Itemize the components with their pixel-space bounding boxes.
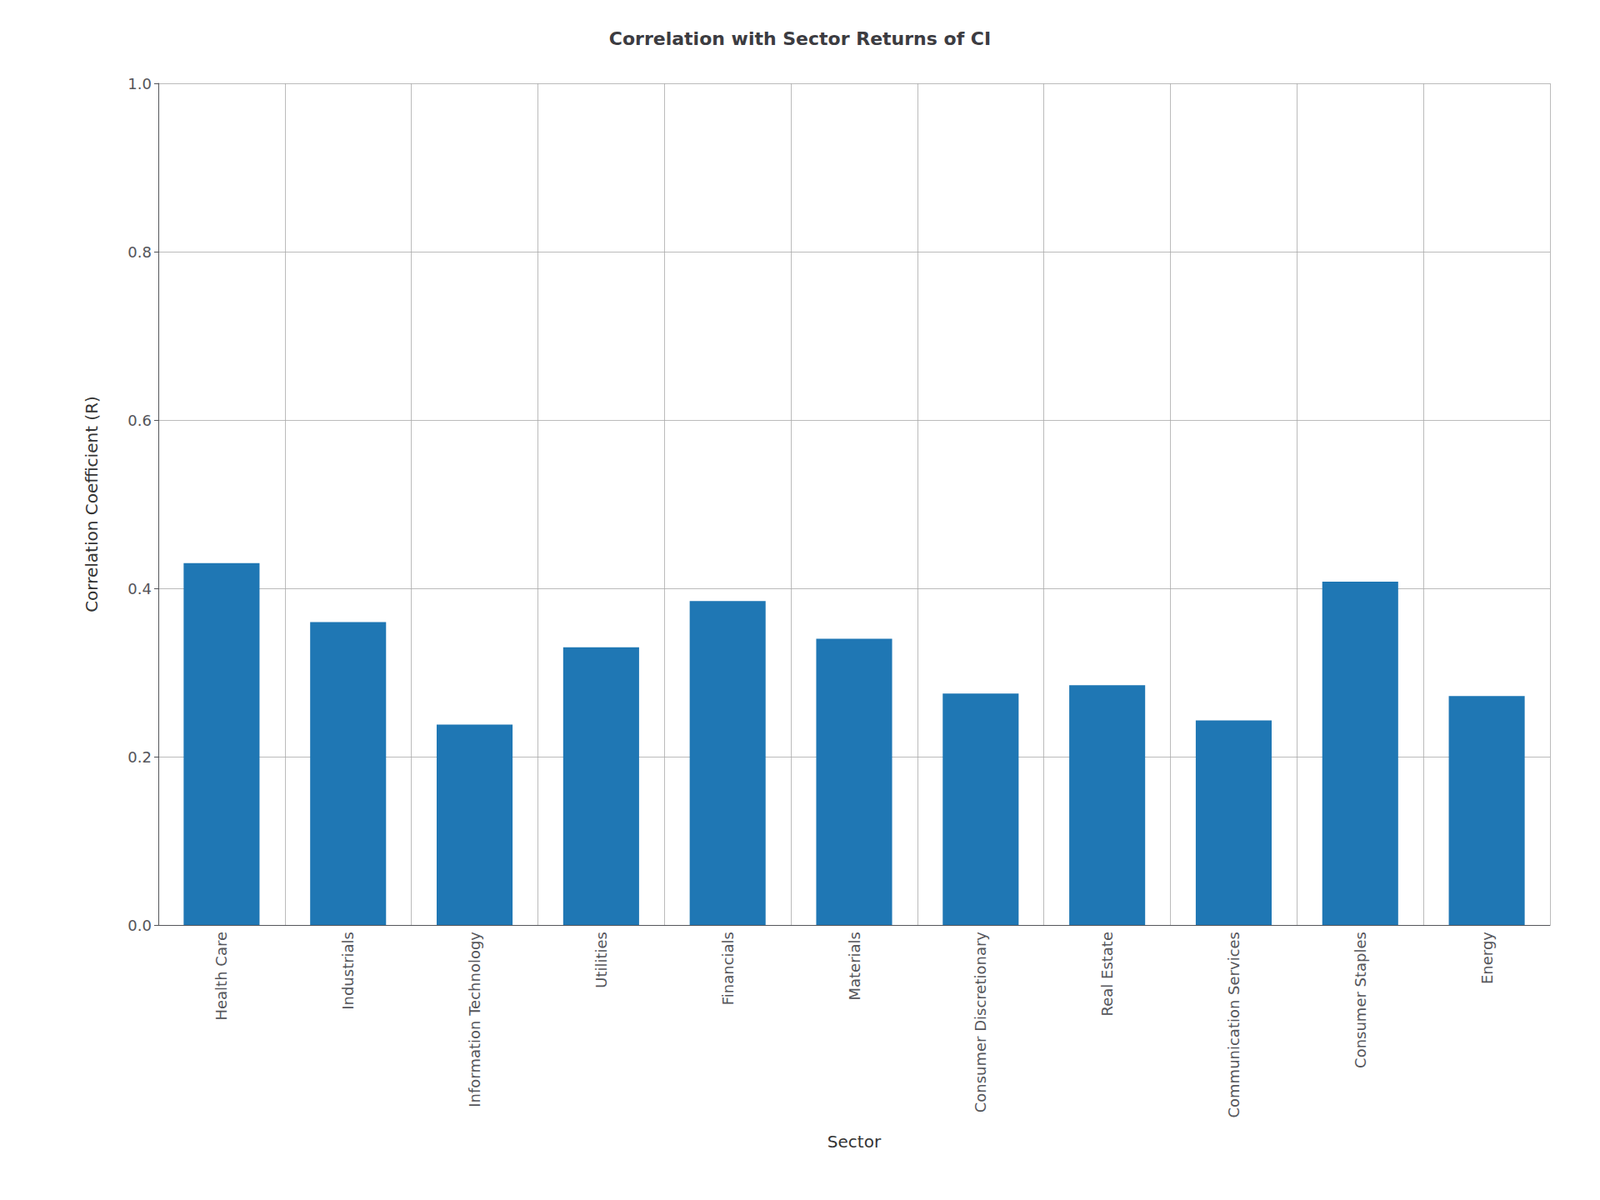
svg-text:Correlation with Sector Return: Correlation with Sector Returns of CI <box>609 28 991 50</box>
svg-text:Consumer Staples: Consumer Staples <box>1351 931 1370 1069</box>
svg-text:0.4: 0.4 <box>127 580 152 598</box>
svg-text:0.8: 0.8 <box>127 243 152 261</box>
svg-text:Industrials: Industrials <box>339 931 357 1010</box>
svg-text:Communication Services: Communication Services <box>1225 931 1243 1119</box>
svg-text:Correlation Coefficient (R): Correlation Coefficient (R) <box>81 395 102 613</box>
svg-text:Information Technology: Information Technology <box>465 931 484 1108</box>
svg-text:Financials: Financials <box>719 931 737 1005</box>
svg-text:Utilities: Utilities <box>592 931 610 989</box>
svg-text:Consumer Discretionary: Consumer Discretionary <box>971 931 990 1114</box>
svg-text:Health Care: Health Care <box>212 931 230 1021</box>
svg-text:0.2: 0.2 <box>127 748 152 766</box>
svg-text:Materials: Materials <box>845 931 864 1001</box>
svg-text:0.6: 0.6 <box>127 411 152 430</box>
svg-text:Real Estate: Real Estate <box>1098 931 1116 1017</box>
svg-text:1.0: 1.0 <box>127 75 152 93</box>
svg-text:Energy: Energy <box>1478 931 1496 985</box>
svg-text:Sector: Sector <box>827 1131 882 1152</box>
svg-text:0.0: 0.0 <box>127 916 152 935</box>
